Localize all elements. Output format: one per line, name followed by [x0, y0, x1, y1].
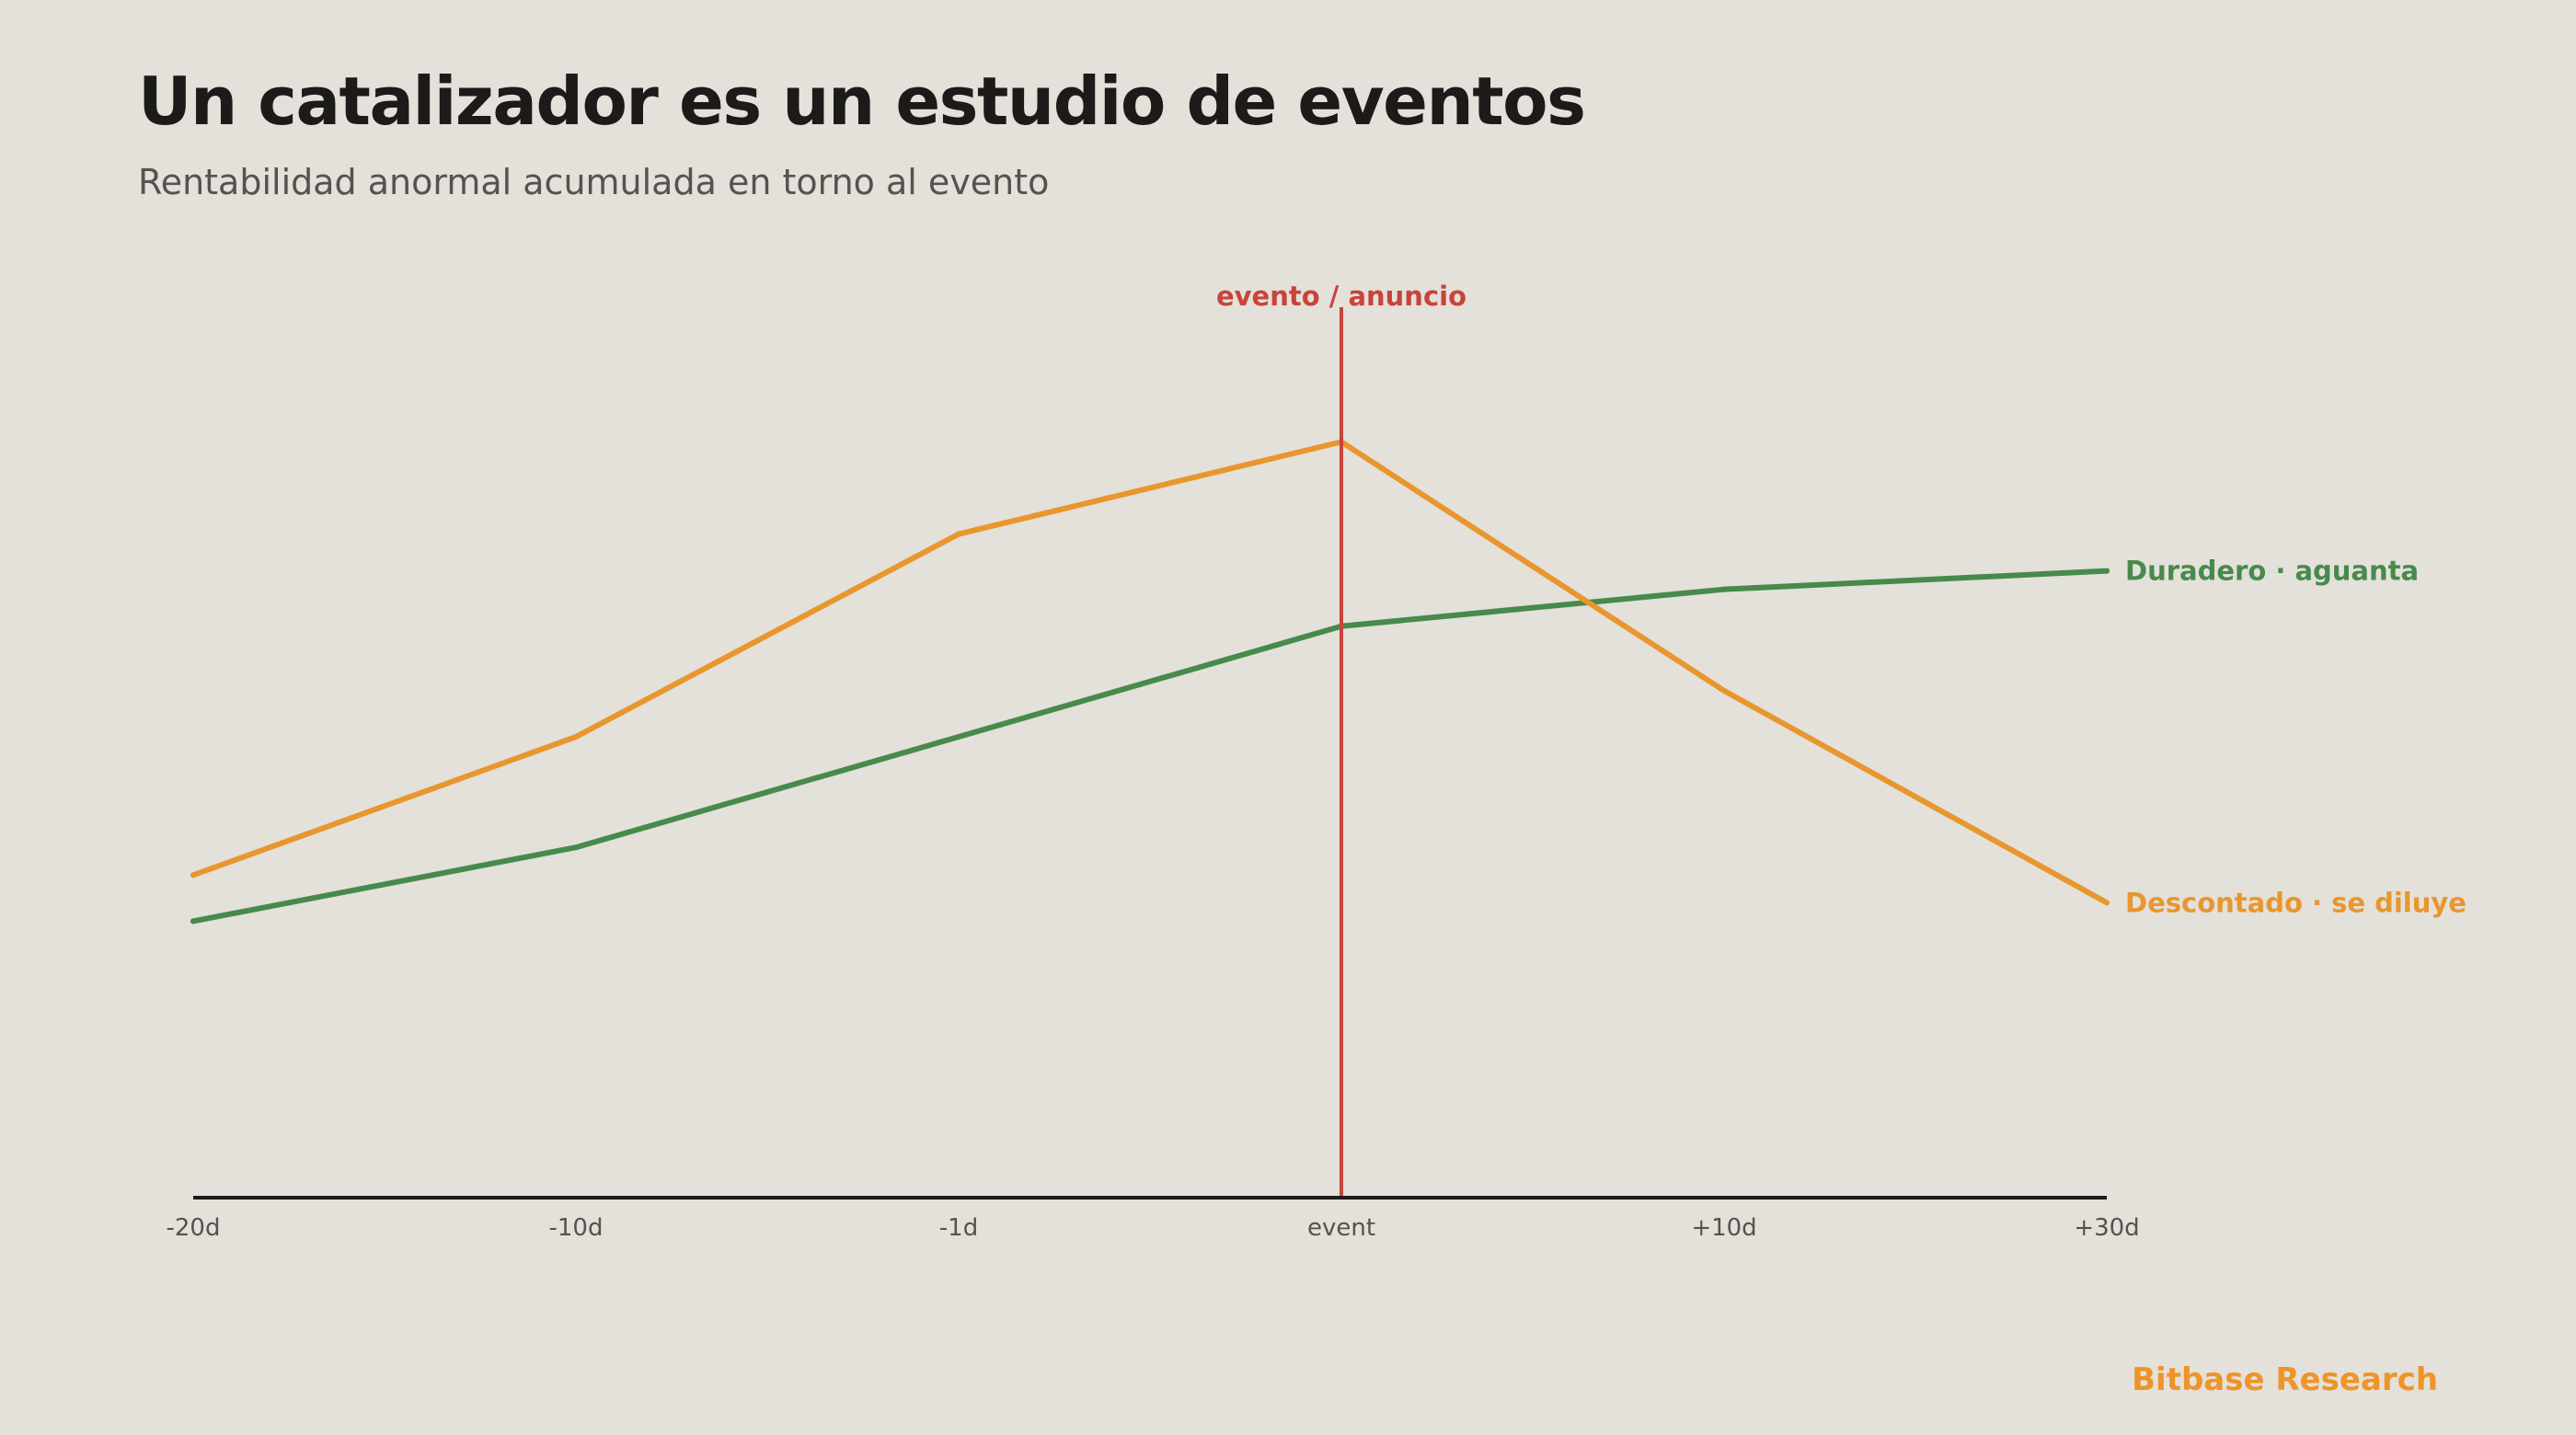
x-axis-ticks: -20d -10d -1d event +10d +30d [167, 1214, 2140, 1242]
data-point-s1-2 [573, 844, 579, 851]
data-point-s1-3 [956, 734, 961, 740]
x-tick-label-6: +30d [2074, 1214, 2139, 1242]
data-point-s2-1 [190, 872, 196, 878]
data-point-s2-3 [956, 531, 961, 537]
series-labels: Duradero · aguanta Descontado · se diluye [2125, 556, 2467, 919]
data-point-s1-6 [2104, 568, 2110, 574]
data-point-s2-6 [2104, 900, 2110, 906]
x-tick-label-1: -20d [167, 1214, 221, 1242]
data-point-s1-5 [1721, 586, 1727, 592]
brand-logo-text: Bitbase Research [2132, 1361, 2438, 1398]
x-tick-label-2: -10d [549, 1214, 604, 1242]
x-tick-label-4: event [1307, 1214, 1375, 1242]
chart-title: Un catalizador es un estudio de eventos [138, 63, 1586, 140]
data-point-s1-1 [190, 918, 196, 924]
data-point-s2-2 [573, 734, 579, 740]
series-label-1: Duradero · aguanta [2125, 556, 2419, 587]
x-tick-label-3: -1d [939, 1214, 978, 1242]
series-layer [190, 439, 2110, 924]
data-point-s2-5 [1721, 687, 1727, 694]
x-tick-label-5: +10d [1691, 1214, 1756, 1242]
series-label-2: Descontado · se diluye [2125, 887, 2467, 918]
chart-subtitle: Rentabilidad anormal acumulada en torno … [138, 162, 1050, 202]
event-marker-label: evento / anuncio [1216, 281, 1466, 312]
series-line-1 [190, 568, 2110, 924]
series-line-2 [190, 439, 2110, 906]
